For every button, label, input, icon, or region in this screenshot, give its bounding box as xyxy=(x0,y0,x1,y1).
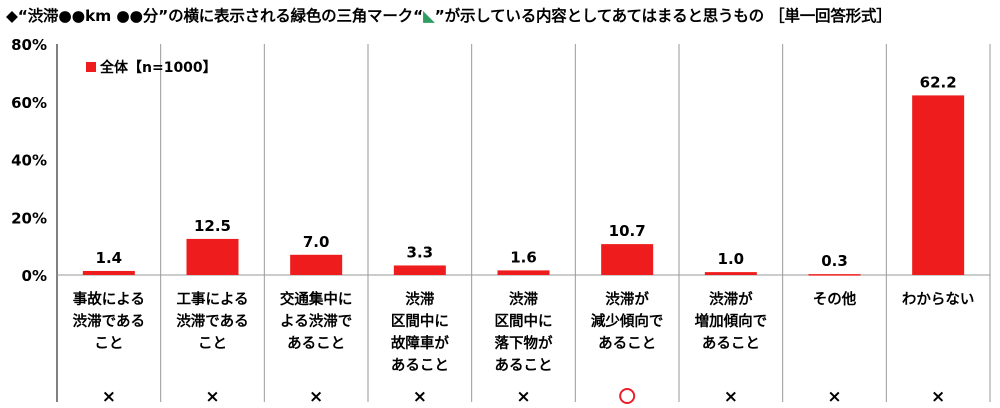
category-label: あること xyxy=(598,335,656,352)
bar xyxy=(290,254,343,275)
category-label: あること xyxy=(391,357,449,374)
bar xyxy=(912,95,965,276)
green-triangle-icon: ◣ xyxy=(422,7,435,25)
category-label: 落下物が xyxy=(495,334,553,352)
data-label: 1.6 xyxy=(510,248,537,266)
category-label: こと xyxy=(198,335,227,352)
bar xyxy=(601,244,654,275)
category-label: こと xyxy=(94,335,123,352)
legend-swatch xyxy=(86,62,96,72)
incorrect-answer-mark: × xyxy=(413,387,427,407)
bar xyxy=(82,270,135,275)
legend-label: 全体【n=1000】 xyxy=(99,59,217,76)
data-label: 1.4 xyxy=(96,249,123,267)
category-label: 故障車が xyxy=(391,334,449,352)
category-label: その他 xyxy=(813,290,857,308)
chart-title: ◆“渋滞●●km ●●分”の横に表示される緑色の三角マーク“◣”が示している内容… xyxy=(6,7,892,25)
category-label: 渋滞である xyxy=(176,312,248,330)
category-label: 渋滞 xyxy=(405,290,434,308)
correct-answer-mark-text: ○ xyxy=(620,386,635,406)
data-label: 7.0 xyxy=(303,233,330,251)
bar xyxy=(497,270,550,275)
category-label: あること xyxy=(287,335,345,352)
bar xyxy=(393,265,446,275)
y-tick-label: 40% xyxy=(11,152,47,170)
category-label: よる渋滞で xyxy=(280,312,352,330)
incorrect-answer-mark: × xyxy=(102,387,116,407)
category-label: 増加傾向で xyxy=(695,312,768,330)
category-label: わからない xyxy=(902,291,975,308)
incorrect-answer-mark: × xyxy=(931,387,945,407)
category-label: 区間中に xyxy=(391,312,449,330)
category-label: 事故による xyxy=(73,290,145,308)
category-label: 区間中に xyxy=(495,312,553,330)
category-label: 渋滞が xyxy=(709,290,753,308)
bar xyxy=(808,274,861,276)
bar xyxy=(704,272,757,275)
category-label: 渋滞 xyxy=(509,290,538,308)
y-tick-label: 60% xyxy=(11,94,47,112)
y-tick-label: 0% xyxy=(22,267,47,285)
data-label: 10.7 xyxy=(609,222,646,240)
data-label: 62.2 xyxy=(920,73,957,91)
incorrect-answer-mark: × xyxy=(516,387,530,407)
category-label: 渋滞が xyxy=(605,290,649,308)
data-label: 3.3 xyxy=(407,243,434,261)
incorrect-answer-mark: × xyxy=(724,387,738,407)
data-label: 0.3 xyxy=(821,252,848,270)
y-tick-label: 80% xyxy=(11,36,47,54)
data-label: 1.0 xyxy=(718,250,745,268)
correct-answer-circle-mark xyxy=(619,388,636,404)
category-label: あること xyxy=(495,357,553,374)
category-label: 減少傾向で xyxy=(591,312,664,330)
data-label: 12.5 xyxy=(194,217,231,235)
category-label: あること xyxy=(702,335,760,352)
y-tick-label: 20% xyxy=(11,209,47,227)
incorrect-answer-mark: × xyxy=(827,387,841,407)
category-label: 工事による xyxy=(176,290,248,308)
incorrect-answer-mark: × xyxy=(205,387,219,407)
bar xyxy=(186,238,239,275)
incorrect-answer-mark: × xyxy=(309,387,323,407)
category-label: 渋滞である xyxy=(73,312,145,330)
category-label: 交通集中に xyxy=(280,290,353,308)
